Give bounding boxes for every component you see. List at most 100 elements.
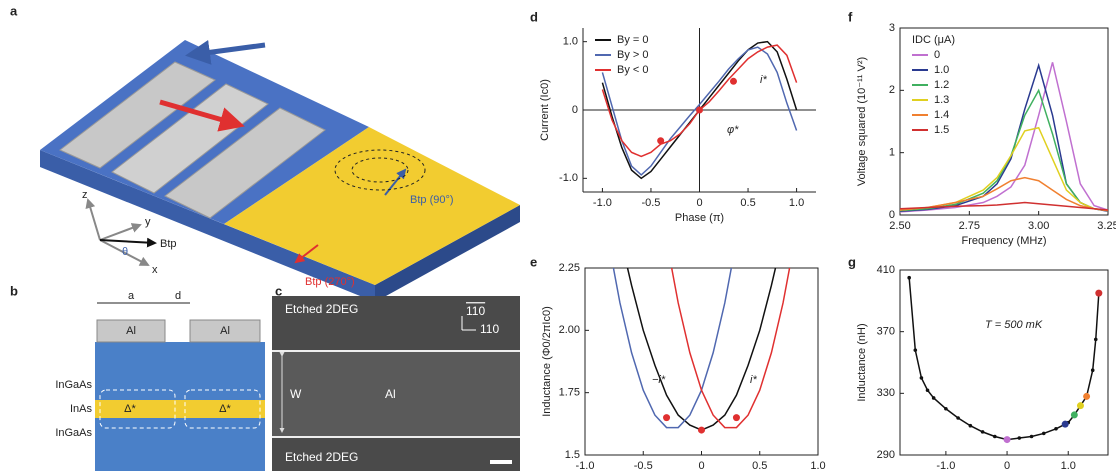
panel-b: b a d Al Al InGaAs InAs InGaAs Δ* Δ* xyxy=(10,283,265,471)
legend-label: 1.5 xyxy=(934,124,949,136)
y-axis-label: Current (Ic0) xyxy=(539,79,551,141)
x-tick-label: 0.5 xyxy=(752,460,767,471)
y-tick-label: 0 xyxy=(572,104,578,116)
width-label: W xyxy=(290,387,302,401)
axis-arrow xyxy=(88,200,100,240)
marker xyxy=(663,414,670,421)
plot-frame xyxy=(900,270,1108,455)
panel-c: c Etched 2DEG 110 110 W Al Etched 2DEG xyxy=(272,283,520,471)
data-point xyxy=(981,430,985,434)
series-line xyxy=(900,65,1108,211)
axis-arrow xyxy=(100,225,140,240)
marker xyxy=(1083,393,1090,400)
marker xyxy=(1062,421,1069,428)
legend-title: IDC (μA) xyxy=(912,34,955,46)
gap-label: Δ* xyxy=(124,403,136,415)
x-axis-label: Frequency (MHz) xyxy=(962,235,1047,247)
y-tick-label: 3 xyxy=(889,22,895,34)
x-tick-label: 1.0 xyxy=(1061,460,1076,471)
direction-label: 110 xyxy=(466,304,485,318)
legend-label: By = 0 xyxy=(617,34,649,46)
panel-label: g xyxy=(848,254,856,269)
angle-label: θ xyxy=(122,246,128,258)
inas-layer xyxy=(95,400,265,418)
data-point xyxy=(920,376,924,380)
figure: a Btp (90°) Btp (270°) z y x θ Btp b xyxy=(0,0,1116,471)
y-tick-label: 0 xyxy=(889,209,895,221)
gap-label: Δ* xyxy=(219,403,231,415)
annotation: i* xyxy=(750,374,757,386)
x-tick-label: -1.0 xyxy=(936,460,955,471)
y-tick-label: 1.0 xyxy=(563,36,578,48)
x-tick-label: -1.0 xyxy=(593,197,612,209)
panel-label: d xyxy=(530,9,538,24)
marker xyxy=(1004,436,1011,443)
marker xyxy=(657,137,664,144)
data-point xyxy=(1030,435,1034,439)
x-tick-label: 2.75 xyxy=(959,220,980,232)
y-tick-label: 2 xyxy=(889,84,895,96)
data-point xyxy=(956,416,960,420)
panel-label: e xyxy=(530,254,537,269)
x-tick-label: 1.0 xyxy=(789,197,804,209)
block-label: Al xyxy=(126,325,136,337)
y-tick-label: 1.5 xyxy=(565,449,580,461)
marker xyxy=(1071,411,1078,418)
y-tick-label: 410 xyxy=(877,264,895,276)
data-point xyxy=(913,348,917,352)
field-label: Btp (270°) xyxy=(305,276,355,288)
annotation: −i* xyxy=(652,374,666,386)
marker xyxy=(696,107,703,114)
x-tick-label: 3.00 xyxy=(1028,220,1049,232)
dimension-label: a xyxy=(128,290,135,302)
layer-label: InGaAs xyxy=(55,379,92,391)
scale-bar xyxy=(490,460,512,464)
series-line xyxy=(909,278,1099,440)
legend-label: 1.3 xyxy=(934,94,949,106)
data-point xyxy=(1091,368,1095,372)
region-label: Al xyxy=(385,387,396,401)
marker xyxy=(730,78,737,85)
y-tick-label: 1 xyxy=(889,147,895,159)
series-line xyxy=(900,62,1108,212)
legend-label: 1.2 xyxy=(934,79,949,91)
legend-label: 0 xyxy=(934,49,940,61)
plot-area xyxy=(900,62,1108,212)
annotation: T = 500 mK xyxy=(985,319,1043,331)
marker xyxy=(1095,290,1102,297)
x-tick-label: 1.0 xyxy=(810,460,825,471)
y-tick-label: 1.75 xyxy=(559,387,580,399)
y-tick-label: 2.25 xyxy=(559,262,580,274)
layer-label: InAs xyxy=(70,403,93,415)
data-point xyxy=(969,424,973,428)
y-axis-label: Inductance (Φ0/2πIc0) xyxy=(541,306,553,417)
direction-label: 110 xyxy=(480,322,499,336)
data-point xyxy=(1017,436,1021,440)
series-line xyxy=(900,90,1108,210)
annotation: i* xyxy=(760,74,767,86)
data-point xyxy=(944,407,948,411)
y-tick-label: 2.00 xyxy=(559,324,580,336)
region-label: Etched 2DEG xyxy=(285,302,358,316)
plot-frame xyxy=(900,28,1108,215)
legend-label: By < 0 xyxy=(617,64,649,76)
y-tick-label: 290 xyxy=(877,449,895,461)
data-point xyxy=(1054,427,1058,431)
x-tick-label: 3.25 xyxy=(1097,220,1116,232)
axis-label: y xyxy=(145,216,151,228)
field-label: Btp (90°) xyxy=(410,194,454,206)
marker xyxy=(733,414,740,421)
block-label: Al xyxy=(220,325,230,337)
x-axis-label: Phase (π) xyxy=(675,212,724,224)
x-tick-label: 0 xyxy=(698,460,704,471)
data-point xyxy=(1042,432,1046,436)
axis-label: x xyxy=(152,264,158,276)
data-point xyxy=(993,435,997,439)
marker xyxy=(698,427,705,434)
panel-a: a Btp (90°) Btp (270°) z y x θ Btp xyxy=(10,3,520,302)
annotation: φ* xyxy=(727,124,739,136)
al-strip xyxy=(272,352,520,436)
axis-label: z xyxy=(82,189,88,201)
series-line xyxy=(900,178,1108,211)
data-point xyxy=(1094,338,1098,342)
